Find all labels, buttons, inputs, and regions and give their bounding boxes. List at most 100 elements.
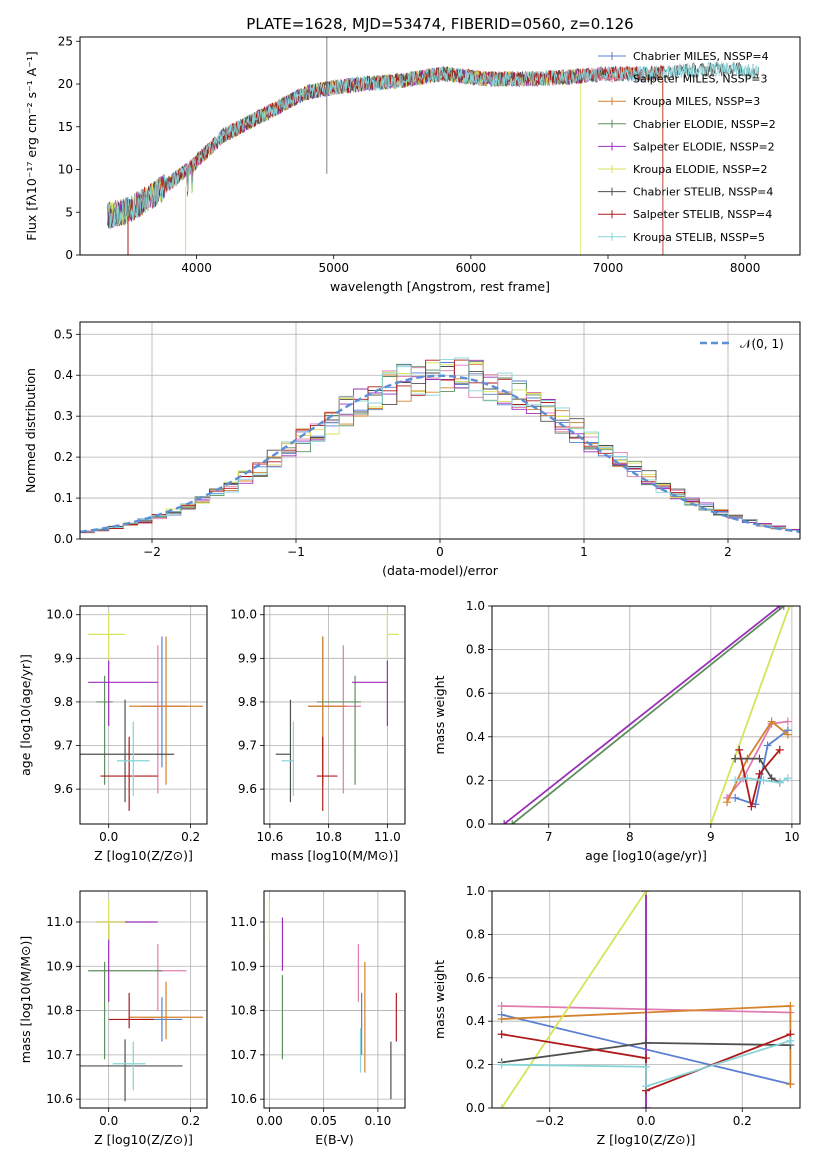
legend-entry: Kroupa STELIB, NSSP=5 [633,231,765,244]
x-tick-label: 9 [707,830,715,844]
legend-entry: Salpeter ELODIE, NSSP=2 [633,140,775,153]
weight-marker [642,1038,650,1047]
y-tick-label: 0.5 [54,327,73,341]
weight-marker [783,774,792,783]
x-tick-label: 0.0 [99,1114,118,1128]
spectrum-chabrier-miles [107,66,663,224]
weight-marker [642,1082,650,1091]
weight-marker [497,1015,506,1024]
errorbar-chabrier-elodie [316,675,361,785]
weight-marker [759,776,768,785]
errorbar-salpeter-stelib [100,736,158,811]
y-tick-label: 5 [65,205,73,219]
spectrum-salpeter-stelib [127,65,664,255]
y-tick-label: 9.9 [54,651,73,665]
weight-line-salpeter-elodie [503,606,781,824]
y-tick-label: 0.2 [466,773,485,787]
errorbar-salpeter-miles [157,944,187,1011]
y-tick-label: 9.9 [238,651,257,665]
errorbar-salpeter-miles [141,645,187,794]
weight-marker [755,769,764,778]
y-tick-label: 9.7 [238,739,257,753]
y-tick-label: 11.0 [46,915,73,929]
errorbar-kroupa-elodie [96,899,126,940]
x-axis-label: Z [log10(Z/Z⊙)] [94,1132,193,1147]
y-tick-label: 0.4 [54,368,73,382]
x-axis-label: mass [log10(M/M⊙)] [271,848,399,863]
mass-vs-Z-panel: 0.0 0.2 10.6 10.7 10.8 10.9 11.0 Z [log10(Z/Z⊙)… [18,890,208,1147]
y-tick-label: 0.1 [54,491,73,505]
y-tick-label: 0.8 [466,643,485,657]
x-tick-label: 8000 [730,261,761,275]
residuals-panel: −2 −1 0 1 2 0.0 0.1 0.2 0.3 0.4 0.5 (data-model)/er… [23,321,801,578]
y-tick-label: 10.8 [230,1004,257,1018]
errorbar-chabrier-stelib [80,699,175,803]
y-tick-label: 0.4 [466,1014,485,1028]
plot-frame [491,605,801,825]
weight-marker [642,1104,650,1108]
errorbar-salpeter-stelib [108,992,154,1029]
errorbar-salpeter-miles [316,645,361,794]
weight-line-chabrier-stelib [735,757,781,784]
spectrum-kroupa-miles [107,65,664,255]
x-tick-label: −2 [143,545,161,559]
x-tick-label: 0.05 [310,1114,337,1128]
errorbar-salpeter-elodie [352,660,388,726]
y-tick-label: 15 [58,120,73,134]
x-tick-label: 10.6 [257,830,284,844]
weight-marker [783,717,792,726]
y-tick-label: 10.6 [230,1092,257,1106]
errorbar-kroupa-stelib [116,721,150,796]
weight-marker [642,1054,650,1063]
x-tick-label: 0.0 [99,830,118,844]
legend-entry: Kroupa MILES, NSSP=3 [633,95,760,108]
weight-line-kroupa-stelib [501,1039,791,1088]
residual-histograms [80,357,800,534]
weight-marker [786,1080,795,1089]
age-vs-mass-panel: 10.6 10.8 11.0 9.6 9.7 9.8 9.9 10.0 mass [log10(… [230,605,406,863]
x-tick-label: 11.0 [374,830,401,844]
x-tick-label: −0.2 [535,1114,564,1128]
y-tick-label: 10.8 [46,1004,73,1018]
legend-entry: 𝒩(0, 1) [740,337,784,351]
y-tick-label: 9.6 [238,782,257,796]
weight-marker [783,730,792,739]
y-tick-label: 9.8 [238,695,257,709]
x-tick-label: 0.00 [256,1114,283,1128]
errorbar-salpeter-stelib [316,736,338,811]
plot-frame [79,605,208,825]
errorbar-kroupa-stelib [112,1041,146,1091]
weight-marker [642,891,650,895]
weight-line-chabrier-miles [734,729,789,806]
weight-marker [747,802,756,811]
weight-marker [735,745,744,754]
spectrum-kroupa-stelib [107,61,759,229]
y-axis-label: Flux [fλ10⁻¹⁷ erg cm⁻² s⁻¹ A⁻¹] [24,51,39,240]
y-tick-label: 10.0 [46,608,73,622]
weight-marker [767,717,776,726]
weight-marker [786,1002,795,1011]
y-tick-label: 0.8 [466,927,485,941]
legend-entry: Chabrier STELIB, NSSP=4 [633,186,773,199]
y-tick-label: 0 [65,248,73,262]
weight-marker [743,774,752,783]
y-tick-label: 11.0 [230,915,257,929]
spectrum-lines [107,37,759,255]
errorbar-kroupa-miles [129,636,203,785]
x-tick-label: 0 [436,545,444,559]
spectrum-legend: Chabrier MILES, NSSP=4 Salpeter MILES, NS… [598,50,776,244]
errorbar-kroupa-miles [308,636,347,785]
y-tick-label: 0.6 [466,971,485,985]
x-tick-label: 0.10 [365,1114,392,1128]
legend-entry: Kroupa ELODIE, NSSP=2 [633,163,767,176]
x-tick-label: 4000 [181,261,212,275]
weight-marker [497,1104,506,1108]
weight-marker [763,741,772,750]
plot-frame [263,605,406,825]
y-tick-label: 10.0 [230,608,257,622]
weight-line-kroupa-elodie [500,891,647,1108]
y-axis-label: Normed distribution [23,368,38,493]
age-vs-Z-panel: 0.0 0.2 9.6 9.7 9.8 9.9 10.0 Z [log10(Z/Z⊙)] age… [18,605,208,863]
weight-line-kroupa-elodie [709,606,791,824]
